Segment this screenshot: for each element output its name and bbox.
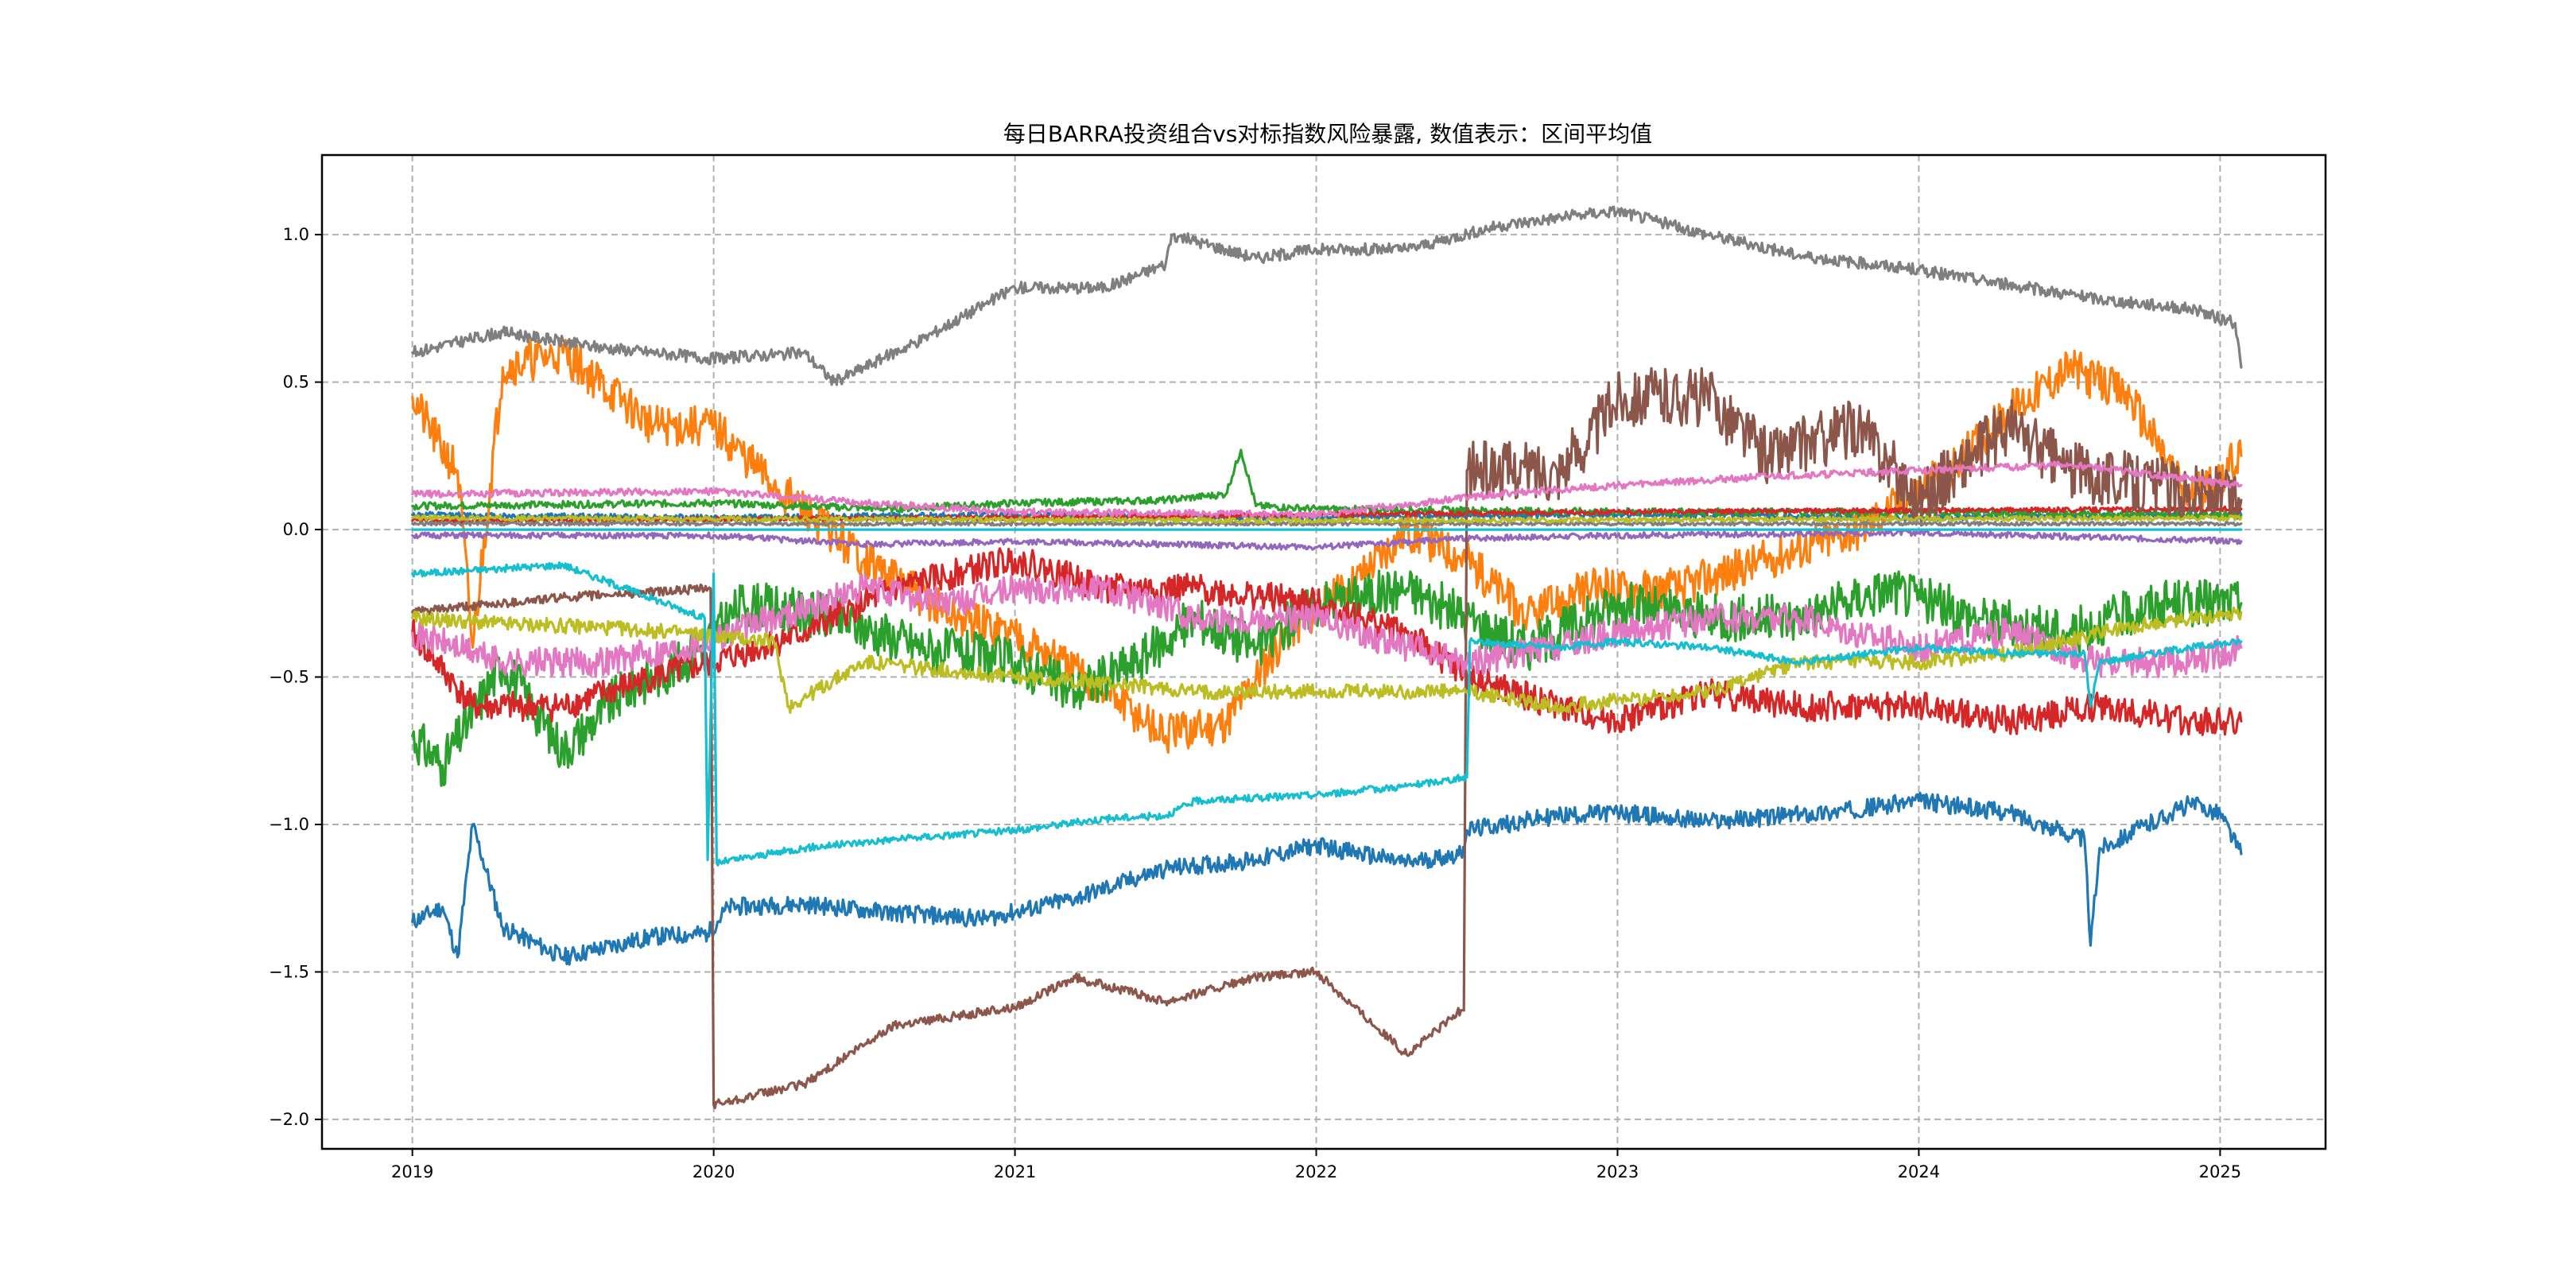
plot-frame: [320, 153, 2327, 1150]
series-gray-mid-line: [411, 520, 2243, 527]
series-pink-mid-line: [411, 460, 2243, 520]
x-tick-label: 2019: [391, 1162, 433, 1181]
series-layer: [411, 205, 2243, 1110]
y-tick-label: −1.5: [269, 962, 309, 981]
series-cyan-high-line: [1465, 637, 2243, 779]
x-tick-label: 2020: [692, 1162, 735, 1181]
series-cyan-low-line: [411, 561, 1468, 867]
grid-layer: [322, 155, 2326, 1149]
x-tick-label: 2023: [1596, 1162, 1639, 1181]
x-tick-label: 2025: [2199, 1162, 2241, 1181]
x-tick-label: 2024: [1898, 1162, 1940, 1181]
series-green-low-line: [411, 569, 2243, 787]
series-olive-line: [411, 606, 2243, 715]
y-tick-label: −2.0: [269, 1110, 309, 1129]
series-blue-low-line: [411, 791, 2243, 966]
x-tick-label: 2022: [1295, 1162, 1337, 1181]
series-olive-mid-line: [411, 514, 2243, 525]
y-tick-label: 1.0: [283, 225, 309, 244]
y-tick-label: −0.5: [269, 668, 309, 687]
tick-layer: 2019 2020 2021 2022 2023 2024 2025 1.0 0.5 0.0 −0.…: [269, 225, 2241, 1181]
series-brown-high-line: [1462, 367, 2243, 1012]
series-gray-line: [411, 205, 2243, 386]
x-tick-label: 2021: [994, 1162, 1036, 1181]
chart-title: 每日BARRA投资组合vs对标指数风险暴露, 数值表示：区间平均值: [1003, 121, 1652, 147]
y-tick-label: 0.5: [283, 373, 309, 392]
y-tick-label: −1.0: [269, 815, 309, 834]
series-brown-low-line: [411, 583, 1465, 1110]
y-tick-label: 0.0: [283, 520, 309, 539]
series-purple-line: [411, 528, 2243, 551]
